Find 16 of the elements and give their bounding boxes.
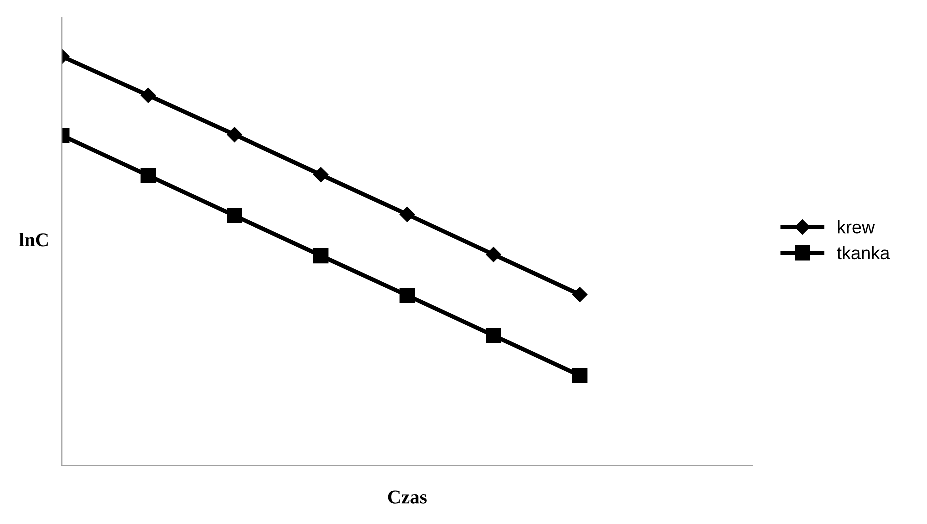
y-axis-title: lnC <box>20 233 48 247</box>
point <box>572 287 588 302</box>
point <box>486 247 502 262</box>
x-axis-title: Czas <box>388 490 427 504</box>
point <box>140 88 156 104</box>
point <box>400 288 416 304</box>
point <box>227 208 242 224</box>
point <box>486 328 502 344</box>
point <box>227 127 242 142</box>
legend-label: krew <box>838 220 876 234</box>
legend-label: tkanka <box>837 246 890 260</box>
point <box>400 207 415 222</box>
point <box>314 167 329 182</box>
point <box>572 368 588 384</box>
point <box>140 168 156 184</box>
point <box>313 248 329 264</box>
